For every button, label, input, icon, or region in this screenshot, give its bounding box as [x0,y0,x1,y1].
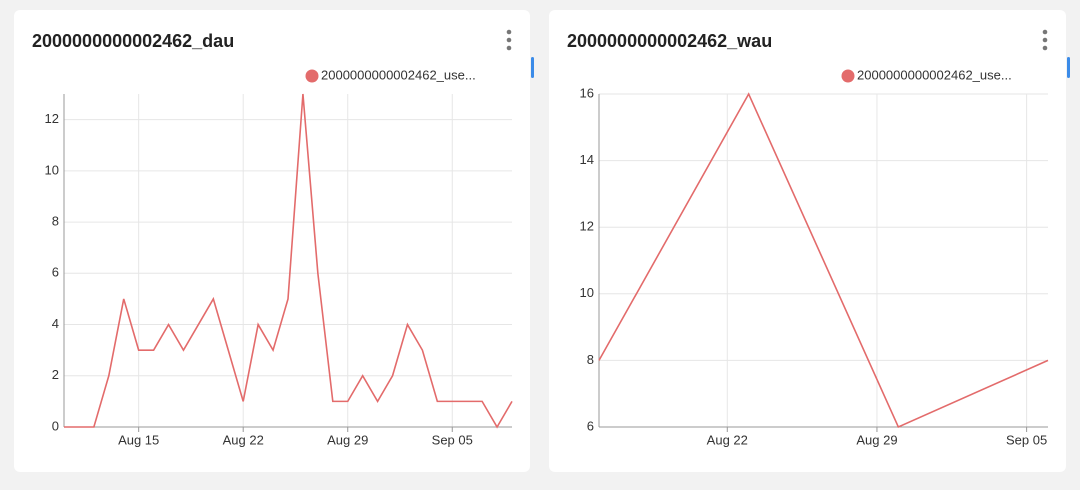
y-tick-label: 8 [587,352,594,367]
x-tick-label: Sep 05 [432,432,473,447]
legend-marker[interactable] [841,69,855,83]
y-tick-label: 10 [45,162,59,177]
chart-title: 2000000000002462_wau [567,31,772,51]
menu-dot[interactable] [506,29,512,35]
x-tick-label: Aug 29 [327,432,368,447]
menu-dot[interactable] [1042,29,1048,35]
x-tick-label: Aug 29 [856,432,897,447]
legend-label[interactable]: 2000000000002462_use... [321,67,476,82]
y-tick-label: 2 [52,367,59,382]
series-line [598,92,1049,429]
legend-marker[interactable] [305,69,319,83]
y-tick-label: 8 [52,214,59,229]
y-tick-label: 12 [580,219,594,234]
menu-dot[interactable] [506,45,512,51]
y-tick-label: 6 [52,265,59,280]
y-tick-label: 10 [580,285,594,300]
y-tick-label: 4 [52,316,59,331]
x-tick-label: Aug 15 [118,432,159,447]
scroll-indicator [1067,57,1070,78]
menu-dot[interactable] [506,37,512,43]
y-tick-label: 16 [580,85,594,100]
menu-dot[interactable] [1042,45,1048,51]
menu-dot[interactable] [1042,37,1048,43]
y-tick-label: 0 [52,418,59,433]
series-line [64,93,513,429]
x-tick-label: Sep 05 [1006,432,1047,447]
y-tick-label: 12 [45,111,59,126]
x-tick-label: Aug 22 [223,432,264,447]
chart-title: 2000000000002462_dau [32,31,234,51]
x-tick-label: Aug 22 [707,432,748,447]
card [549,10,1066,472]
legend-label[interactable]: 2000000000002462_use... [857,67,1012,82]
y-tick-label: 6 [587,418,594,433]
scroll-indicator [531,57,534,78]
y-tick-label: 14 [580,152,594,167]
card [14,10,530,472]
